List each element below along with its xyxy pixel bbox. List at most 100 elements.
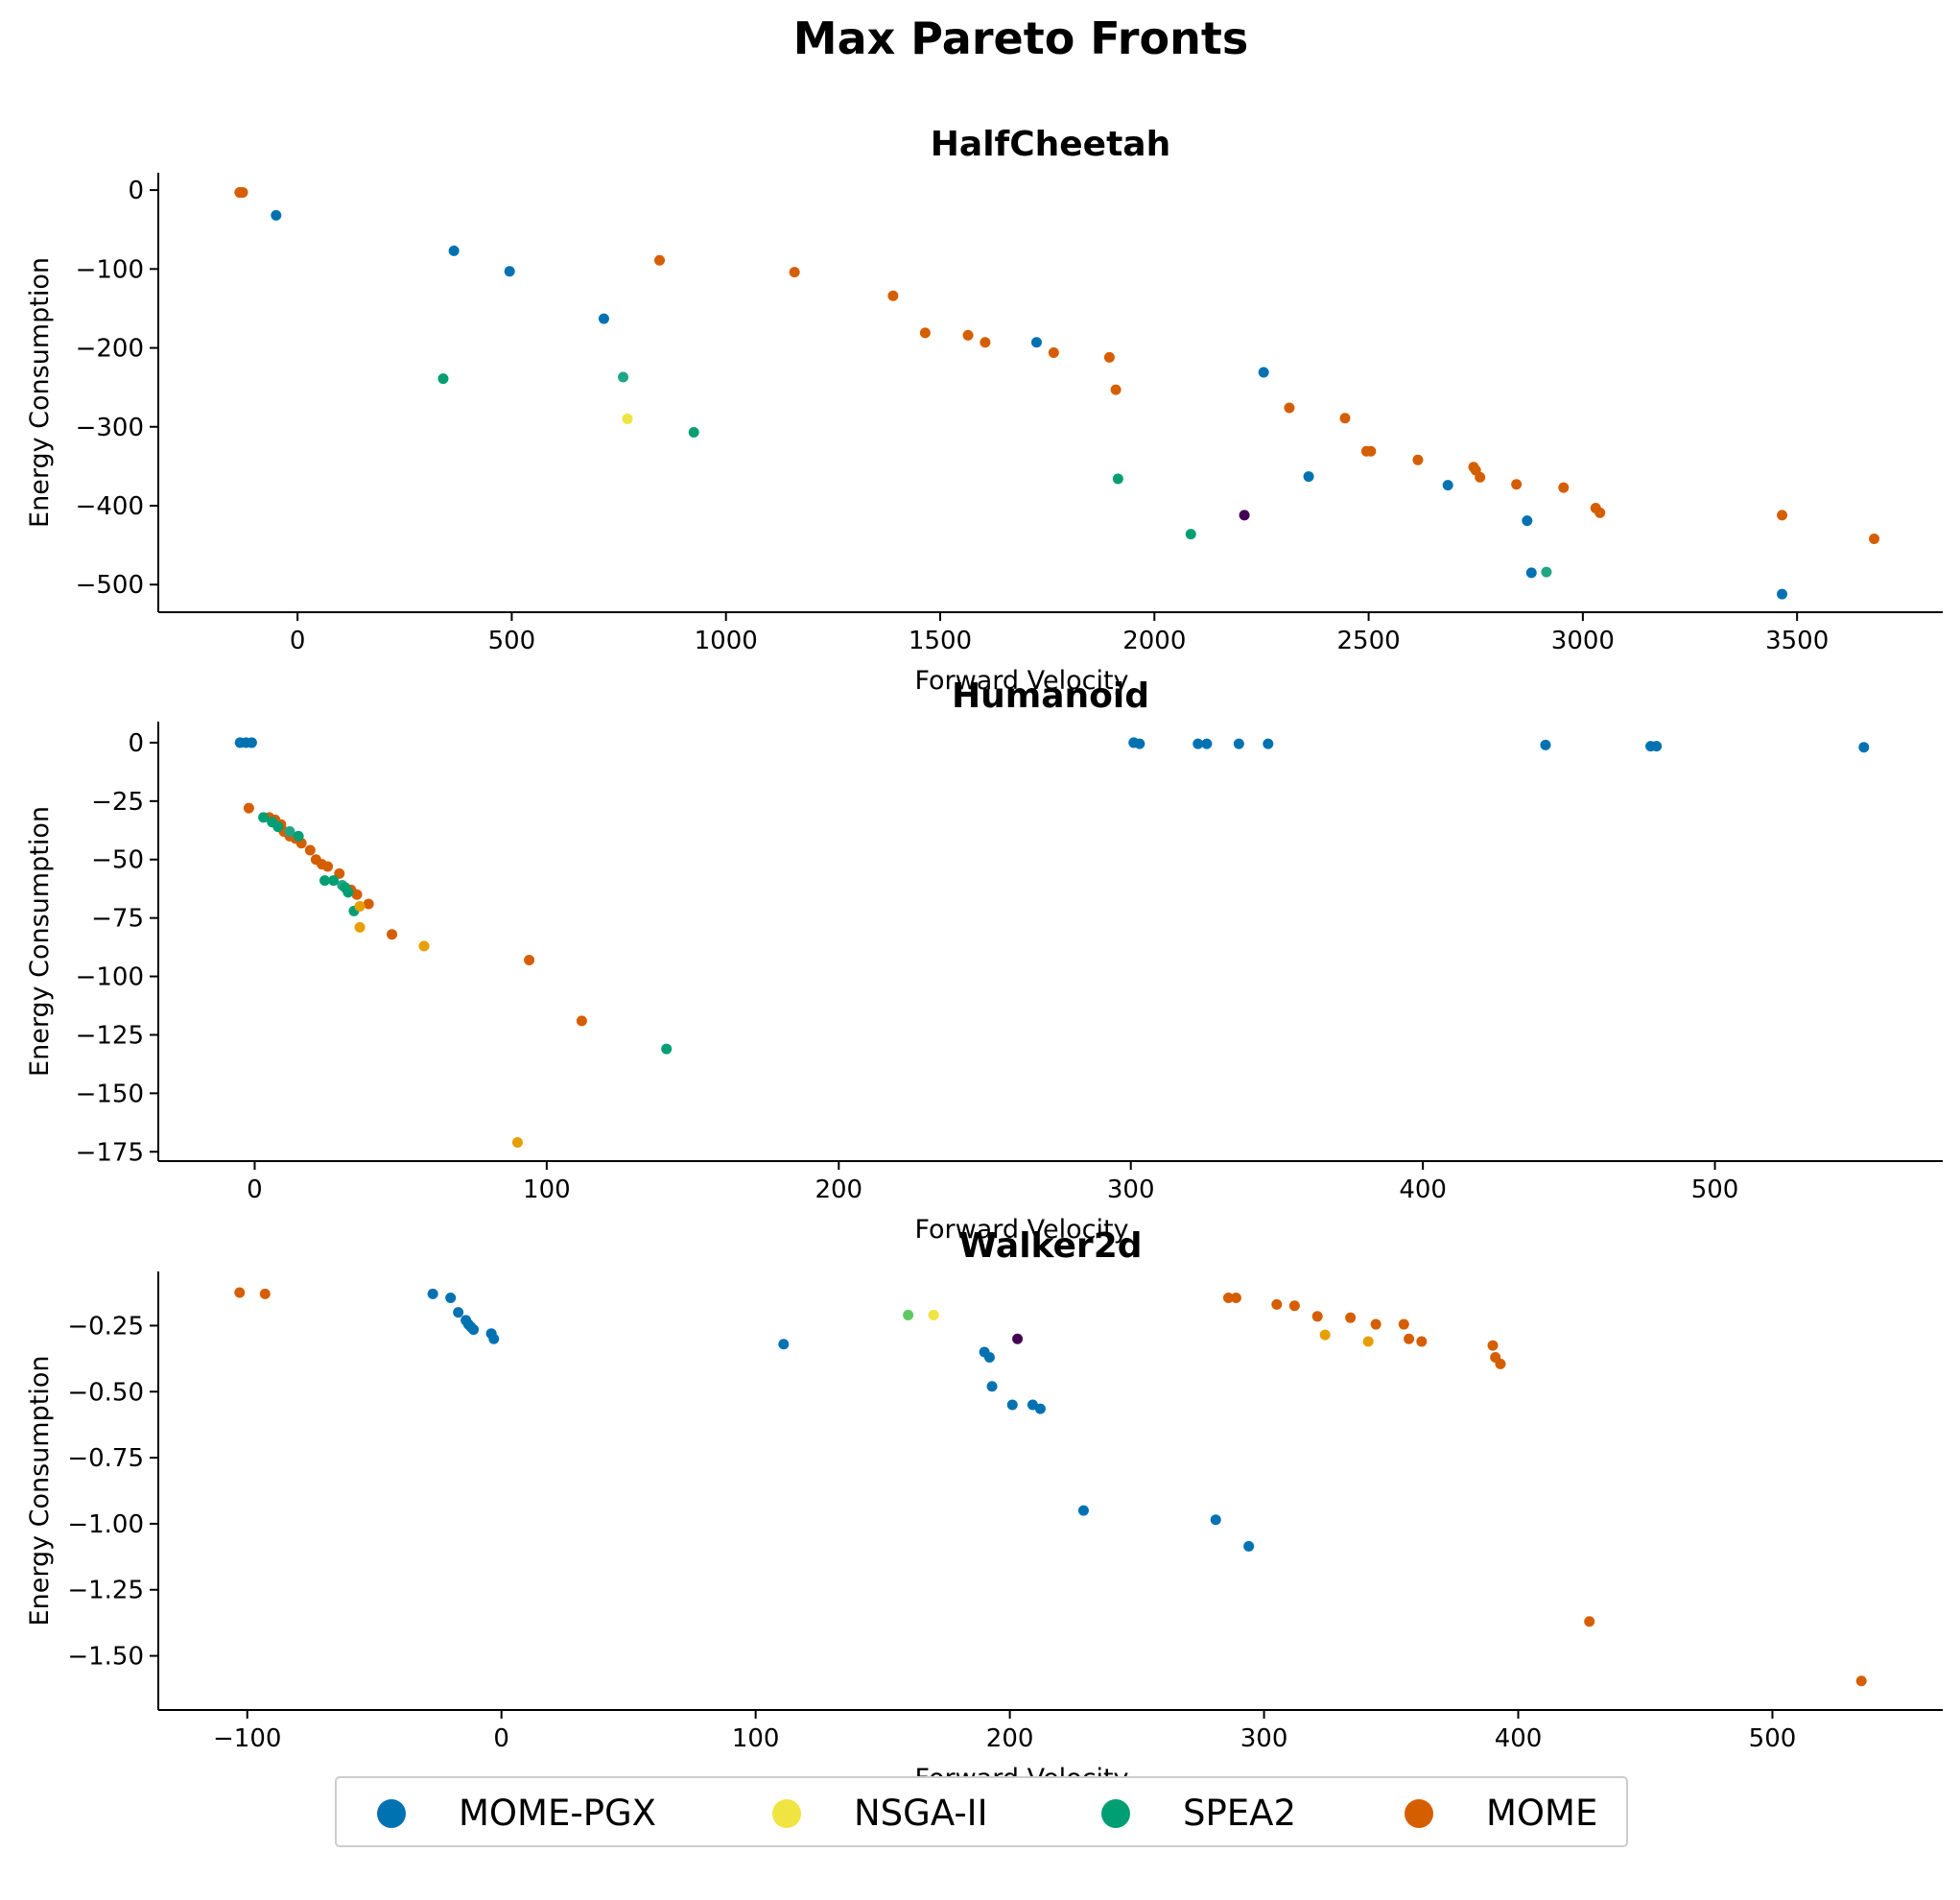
x-tick-label: 0 [247, 1176, 263, 1204]
data-point [1201, 738, 1213, 749]
data-point [387, 929, 398, 940]
x-tick-label: 100 [523, 1176, 571, 1204]
data-point [1258, 367, 1269, 378]
data-point [1239, 510, 1250, 521]
data-point [304, 844, 316, 856]
data-point [271, 209, 282, 221]
data-point [448, 245, 460, 256]
data-point [1230, 1293, 1241, 1304]
legend-label: NSGA-II [854, 1793, 988, 1834]
subplot-halfcheetah: 0 500 1000 1500 2000 2500 3000 3500 0 −100 −200 −30… [25, 125, 1943, 696]
x-tick-label: 200 [986, 1724, 1034, 1753]
legend-item-spea2: SPEA2 [1101, 1793, 1296, 1834]
data-point [504, 266, 515, 277]
data-point [319, 875, 331, 887]
y-tick-label: −500 [76, 571, 144, 600]
data-point [1404, 1333, 1415, 1344]
data-point [1077, 1505, 1089, 1516]
data-point [887, 290, 899, 301]
data-point [1263, 738, 1274, 749]
legend-marker [377, 1799, 406, 1828]
y-tick-label: −75 [91, 905, 144, 934]
y-tick-label: −150 [76, 1080, 144, 1108]
y-tick-label: −0.75 [67, 1444, 144, 1473]
x-tick-label: 400 [1399, 1176, 1447, 1204]
data-point [1511, 479, 1523, 490]
y-tick-label: −125 [76, 1021, 144, 1050]
data-point [1112, 473, 1123, 485]
data-point [1362, 1336, 1374, 1347]
y-tick-label: 0 [128, 729, 144, 758]
data-point [1594, 507, 1606, 518]
data-point [598, 313, 609, 324]
data-point [1288, 1300, 1300, 1312]
y-tick-label: −0.50 [67, 1378, 144, 1407]
x-tick-label: 200 [815, 1176, 862, 1204]
data-point [1416, 1336, 1428, 1347]
data-point [1048, 346, 1059, 358]
data-point [962, 329, 974, 341]
data-point [789, 267, 800, 278]
data-point [1030, 337, 1042, 348]
data-point [237, 187, 248, 199]
data-point [334, 867, 345, 879]
legend: MOME-PGX NSGA-II SPEA2 MOME [335, 1776, 1628, 1847]
y-tick-label: −1.25 [67, 1577, 144, 1605]
data-point [1193, 738, 1204, 749]
data-point [1858, 742, 1870, 753]
y-tick-label: −100 [76, 963, 144, 992]
data-point [468, 1324, 480, 1336]
subplot-title: Walker2d [958, 1226, 1142, 1266]
x-tick-label: 500 [1749, 1724, 1797, 1753]
y-tick-label: −0.25 [67, 1312, 144, 1341]
data-point [363, 898, 374, 910]
data-point [1522, 515, 1533, 527]
data-point [1271, 1298, 1283, 1310]
x-tick-label: 500 [488, 627, 536, 655]
y-tick-label: −100 [76, 255, 144, 284]
x-tick-label: 1000 [695, 627, 758, 655]
data-point [437, 373, 449, 385]
y-axis-label: Energy Consumption [25, 806, 55, 1077]
x-tick-label: 2500 [1336, 627, 1400, 655]
y-tick-label: −25 [91, 788, 144, 817]
data-point [661, 1043, 673, 1055]
data-point [1210, 1514, 1221, 1526]
subplot-walker2d: −100 0 100 200 300 400 500 −0.25 −0.50 −0.75 −1.00… [25, 1226, 1943, 1793]
subplot-title: HalfCheetah [931, 125, 1170, 164]
data-point [618, 371, 629, 383]
data-point [576, 1015, 587, 1027]
legend-item-mome-pgx: MOME-PGX [377, 1793, 656, 1834]
data-point [246, 737, 257, 748]
data-point [354, 900, 366, 912]
x-tick-label: 3500 [1765, 627, 1829, 655]
data-point [1370, 1318, 1381, 1330]
data-point [328, 875, 340, 887]
data-point [1233, 738, 1244, 749]
x-tick-label: 0 [493, 1724, 509, 1753]
data-point [1034, 1403, 1046, 1414]
x-tick-label: 300 [1107, 1176, 1155, 1204]
data-point [1303, 471, 1314, 483]
legend-frame [335, 1776, 1628, 1847]
data-point [1012, 1333, 1024, 1344]
y-tick-label: −175 [76, 1138, 144, 1167]
data-point [1222, 1293, 1234, 1304]
data-point [1185, 529, 1196, 540]
data-point [1398, 1318, 1409, 1330]
data-point [354, 921, 366, 933]
data-point [418, 940, 430, 952]
x-tick-label: 500 [1691, 1176, 1739, 1204]
legend-marker [1101, 1799, 1130, 1828]
legend-item-mome: MOME [1405, 1793, 1597, 1834]
x-axis-label: Forward Velocity [914, 1215, 1128, 1245]
data-point [1284, 402, 1295, 414]
y-tick-label: −200 [76, 335, 144, 364]
data-point [1540, 739, 1551, 750]
data-point [1855, 1675, 1867, 1687]
data-point [511, 1137, 523, 1149]
data-point [622, 414, 633, 425]
data-point [1339, 413, 1351, 424]
data-point [234, 1287, 246, 1298]
y-tick-label: −400 [76, 492, 144, 521]
